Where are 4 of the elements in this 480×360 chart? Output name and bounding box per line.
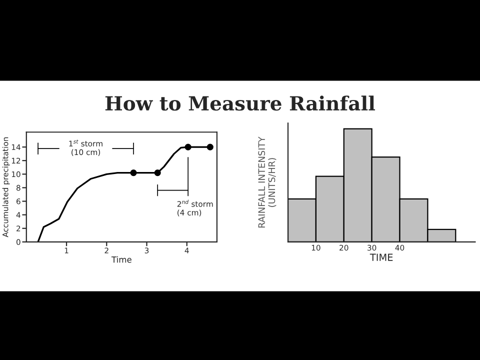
y-axis-title: RAINFALL INTENSITY (UNITS/HR)	[258, 136, 276, 228]
chart-title: How to Measure Rainfall	[105, 96, 376, 111]
x-axis-title: Time	[111, 256, 132, 263]
x-axis-title: TIME	[370, 254, 393, 261]
